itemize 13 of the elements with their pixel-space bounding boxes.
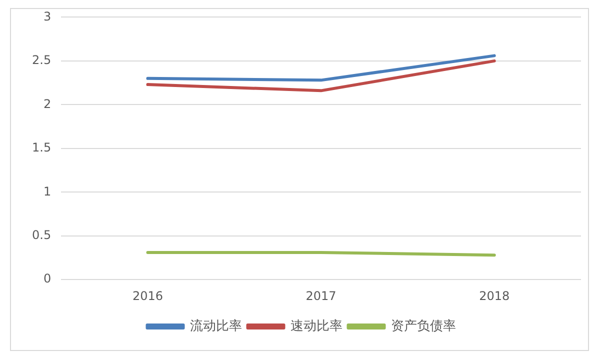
- y-tick-label: 3: [43, 9, 52, 24]
- y-tick-label: 0.5: [32, 228, 52, 242]
- legend-label: 资产负债率: [390, 318, 456, 334]
- y-tick-label: 1: [43, 184, 52, 198]
- legend-label: 速动比率: [290, 318, 342, 334]
- x-tick-label: 2018: [479, 288, 510, 303]
- y-tick-label: 2: [43, 96, 52, 111]
- x-tick-label: 2016: [132, 288, 164, 303]
- legend-label: 流动比率: [190, 318, 242, 334]
- x-tick-label: 2017: [306, 288, 336, 303]
- y-tick-label: 0: [43, 272, 52, 286]
- y-tick-label: 1.5: [32, 140, 52, 155]
- y-tick-label: 2.5: [32, 53, 52, 68]
